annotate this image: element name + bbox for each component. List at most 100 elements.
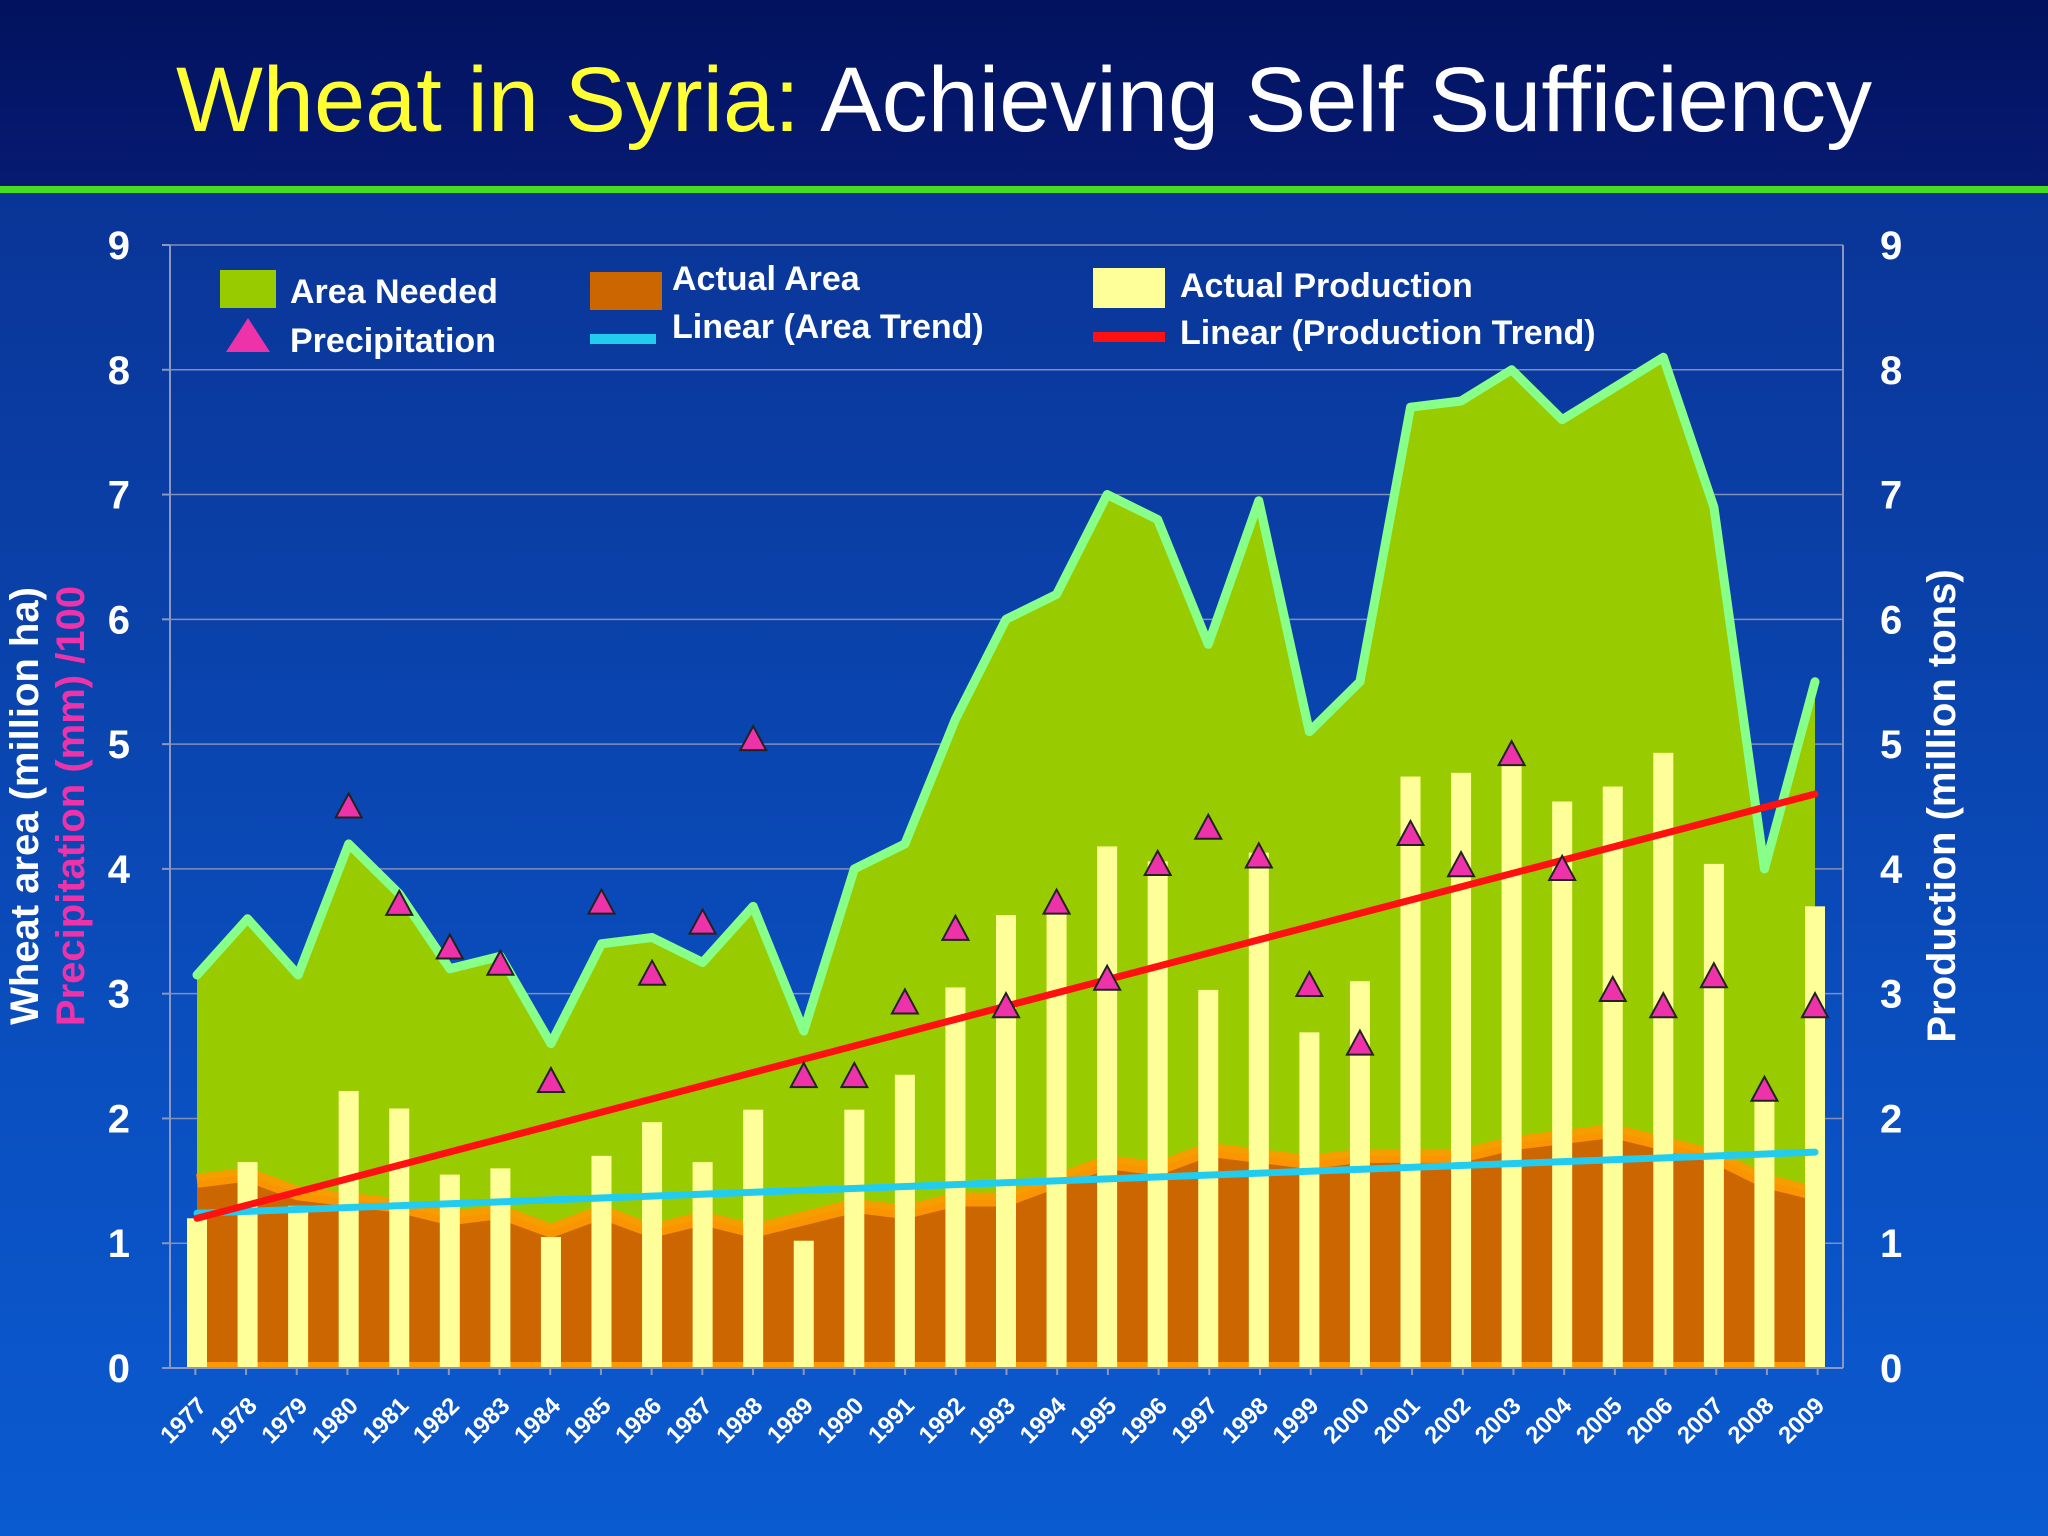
y-tick-label-left: 9 bbox=[108, 224, 130, 268]
y-axis-label-left-area: Wheat area (million ha) bbox=[3, 587, 47, 1025]
y-tick-label-right: 9 bbox=[1880, 224, 1902, 268]
x-tick-label: 1984 bbox=[509, 1392, 566, 1449]
x-tick-label: 1996 bbox=[1116, 1392, 1173, 1449]
legend-label-production-trend: Linear (Production Trend) bbox=[1180, 314, 1596, 352]
x-tick-label: 1987 bbox=[661, 1392, 718, 1449]
precipitation-marker bbox=[1800, 991, 1830, 1019]
x-tick-label: 1982 bbox=[408, 1392, 465, 1449]
production-bar bbox=[894, 1074, 915, 1368]
x-tick-label: 1989 bbox=[762, 1392, 819, 1449]
area-needed-line bbox=[192, 352, 1820, 1049]
precipitation-marker bbox=[687, 907, 718, 935]
x-tick-label: 1999 bbox=[1268, 1392, 1325, 1449]
legend-label-area-needed: Area Needed bbox=[290, 273, 498, 311]
x-tick-label: 1980 bbox=[307, 1392, 364, 1449]
production-bar bbox=[1501, 756, 1522, 1368]
y-tick-label-right: 8 bbox=[1880, 349, 1902, 393]
production-bar bbox=[1299, 1032, 1320, 1368]
x-tick-label: 2005 bbox=[1571, 1392, 1628, 1449]
slide-title: Wheat in Syria: Achieving Self Sufficien… bbox=[0, 48, 2048, 153]
production-bar bbox=[490, 1168, 511, 1368]
production-bar bbox=[1400, 776, 1421, 1368]
y-tick-label-right: 2 bbox=[1880, 1097, 1902, 1141]
precipitation-marker bbox=[1749, 1074, 1780, 1102]
y-tick-label-left: 8 bbox=[108, 349, 130, 393]
legend-swatch-area-trend bbox=[590, 334, 656, 344]
production-bar bbox=[1046, 906, 1067, 1368]
production-bar bbox=[1754, 1100, 1775, 1368]
x-tick-label: 1993 bbox=[964, 1392, 1021, 1449]
production-bar bbox=[793, 1240, 814, 1368]
precipitation-markers bbox=[334, 724, 1830, 1102]
production-bar bbox=[187, 1218, 207, 1368]
production-bar bbox=[389, 1108, 410, 1368]
y-tick-label-right: 4 bbox=[1880, 848, 1903, 892]
y-axis-label-left-precipitation: Precipitation (mm) /100 bbox=[49, 586, 93, 1026]
production-bar bbox=[338, 1090, 359, 1368]
slide-title-part2: Achieving Self Sufficiency bbox=[799, 49, 1873, 151]
precipitation-marker bbox=[1143, 848, 1173, 876]
y-tick-label-right: 3 bbox=[1880, 973, 1902, 1017]
y-tick-label-right: 6 bbox=[1880, 598, 1902, 642]
x-tick-label: 1983 bbox=[459, 1392, 516, 1449]
slide-title-part1: Wheat in Syria: bbox=[175, 49, 800, 151]
legend-swatch-area-needed bbox=[220, 270, 276, 308]
precipitation-marker bbox=[1193, 812, 1223, 840]
precipitation-marker bbox=[384, 888, 414, 916]
production-bar bbox=[1703, 863, 1724, 1368]
precipitation-marker bbox=[789, 1060, 819, 1089]
legend-label-area-trend: Linear (Area Trend) bbox=[672, 308, 984, 346]
x-tick-label: 1990 bbox=[813, 1392, 870, 1449]
x-tick-label: 1985 bbox=[560, 1392, 617, 1449]
y-tick-label-left: 0 bbox=[108, 1347, 130, 1391]
production-bar bbox=[439, 1174, 460, 1368]
x-tick-label: 2001 bbox=[1369, 1392, 1426, 1449]
y-tick-label-left: 2 bbox=[108, 1097, 130, 1141]
legend-swatch-actual-area bbox=[590, 272, 662, 310]
production-bar bbox=[1147, 861, 1168, 1368]
precipitation-marker bbox=[485, 948, 516, 976]
production-bar bbox=[540, 1236, 561, 1368]
precipitation-marker bbox=[586, 887, 617, 915]
precipitation-marker bbox=[839, 1060, 869, 1089]
production-bar bbox=[642, 1122, 663, 1368]
production-bar bbox=[1451, 772, 1472, 1368]
production-bars bbox=[187, 752, 1825, 1368]
production-bar bbox=[1349, 981, 1370, 1368]
x-tick-label: 2007 bbox=[1672, 1392, 1729, 1449]
legend-swatch-actual-production bbox=[1093, 268, 1165, 308]
precipitation-marker bbox=[536, 1065, 566, 1094]
y-axis-label-right: Production (million tons) bbox=[1920, 569, 1964, 1042]
precipitation-marker bbox=[890, 987, 920, 1015]
y-tick-label-left: 4 bbox=[108, 848, 131, 892]
precipitation-marker bbox=[1294, 969, 1325, 997]
x-tick-label: 1994 bbox=[1015, 1392, 1072, 1449]
production-bar bbox=[1552, 801, 1573, 1368]
x-tick-label: 1978 bbox=[206, 1392, 263, 1449]
legend-swatch-production-trend bbox=[1093, 332, 1165, 342]
precipitation-marker bbox=[1244, 841, 1274, 869]
precipitation-marker bbox=[1699, 961, 1729, 989]
x-tick-label: 2000 bbox=[1318, 1392, 1375, 1449]
production-bar bbox=[945, 987, 966, 1368]
area-trend-line bbox=[193, 1148, 1819, 1217]
x-tick-label: 2003 bbox=[1470, 1392, 1527, 1449]
x-tick-label: 2006 bbox=[1622, 1392, 1679, 1449]
title-rule bbox=[0, 186, 2048, 193]
y-tick-label-right: 5 bbox=[1880, 723, 1902, 767]
x-tick-label: 1995 bbox=[1065, 1392, 1122, 1449]
legend-label-precipitation: Precipitation bbox=[290, 322, 496, 360]
x-tick-label: 2009 bbox=[1773, 1392, 1830, 1449]
precipitation-marker bbox=[435, 932, 465, 960]
x-tick-label: 1986 bbox=[610, 1392, 667, 1449]
precipitation-marker bbox=[738, 724, 768, 752]
y-tick-label-left: 6 bbox=[108, 598, 130, 642]
x-tick-label: 2004 bbox=[1520, 1392, 1577, 1449]
production-bar bbox=[692, 1162, 713, 1368]
precipitation-marker bbox=[1395, 818, 1426, 847]
x-tick-label: 1997 bbox=[1167, 1392, 1224, 1449]
production-bar bbox=[1602, 786, 1623, 1368]
x-tick-label: 1991 bbox=[863, 1392, 920, 1449]
legend-label-actual-area: Actual Area bbox=[672, 260, 861, 298]
